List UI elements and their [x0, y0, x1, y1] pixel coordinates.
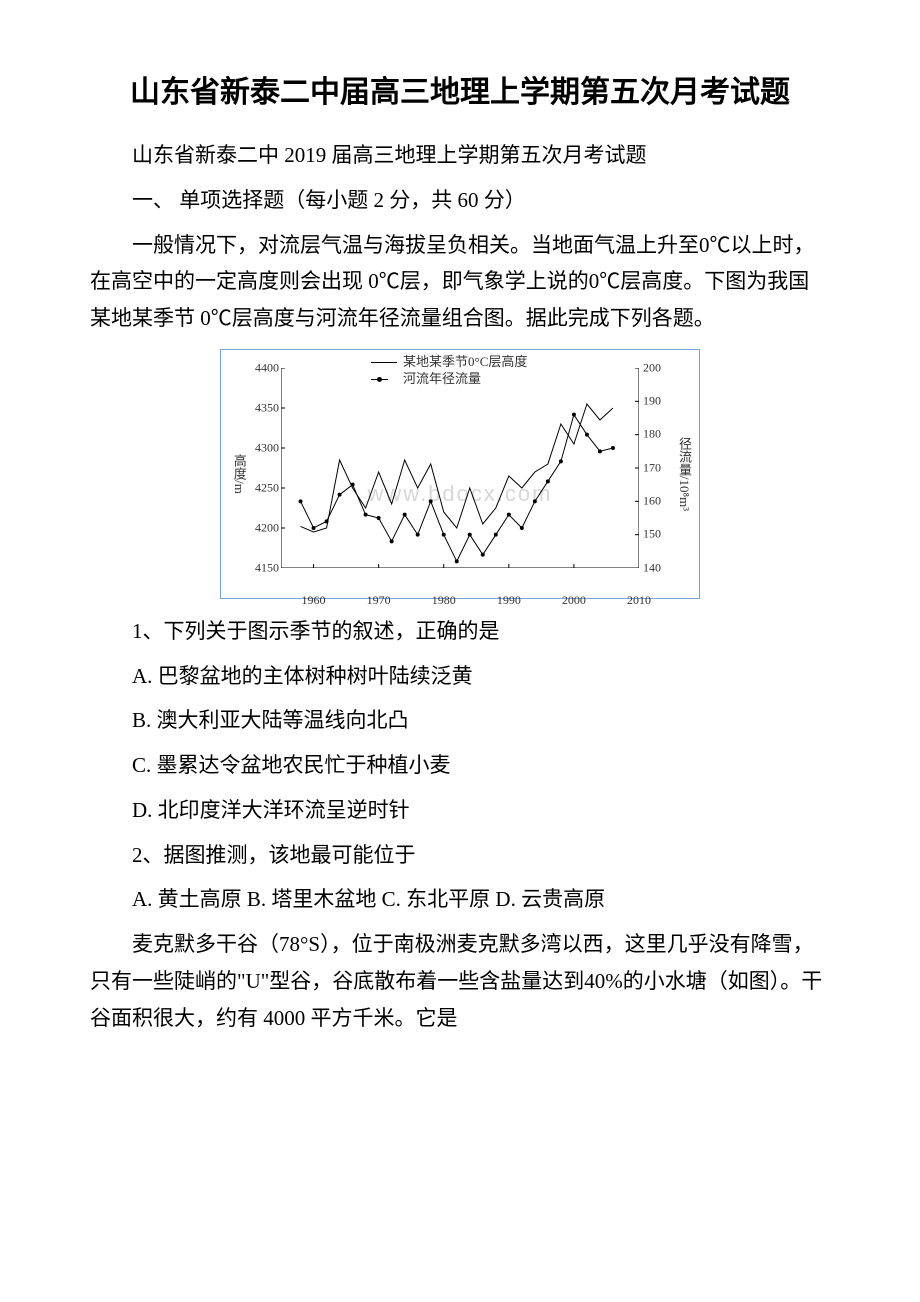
intro-paragraph-1: 一般情况下，对流层气温与海拔呈负相关。当地面气温上升至0℃以上时，在高空中的一定…	[90, 227, 830, 337]
chart-svg	[281, 368, 639, 568]
y-ticks-left: 440043504300425042004150	[243, 368, 279, 568]
chart-plot-area	[281, 368, 639, 568]
page-title: 山东省新泰二中届高三地理上学期第五次月考试题	[90, 70, 830, 115]
legend-line-icon	[371, 362, 397, 363]
y-ticks-right: 200190180170160150140	[643, 368, 677, 568]
q2-stem: 2、据图推测，该地最可能位于	[90, 837, 830, 874]
q1-stem: 1、下列关于图示季节的叙述，正确的是	[90, 613, 830, 650]
subtitle: 山东省新泰二中 2019 届高三地理上学期第五次月考试题	[90, 137, 830, 174]
q1-option-c: C. 墨累达令盆地农民忙于种植小麦	[90, 747, 830, 784]
intro-paragraph-2: 麦克默多干谷（78°S），位于南极洲麦克默多湾以西，这里几乎没有降雪，只有一些陡…	[90, 926, 830, 1036]
q2-options: A. 黄土高原 B. 塔里木盆地 C. 东北平原 D. 云贵高原	[90, 881, 830, 918]
q1-option-a: A. 巴黎盆地的主体树种树叶陆续泛黄	[90, 658, 830, 695]
q1-option-b: B. 澳大利亚大陆等温线向北凸	[90, 702, 830, 739]
q1-option-d: D. 北印度洋大洋环流呈逆时针	[90, 792, 830, 829]
section-heading: 一、 单项选择题（每小题 2 分，共 60 分）	[90, 182, 830, 219]
chart-figure: 某地某季节0°C层高度 河流年径流量 高度/m 径流量/10⁸m³ 440043…	[220, 349, 700, 599]
